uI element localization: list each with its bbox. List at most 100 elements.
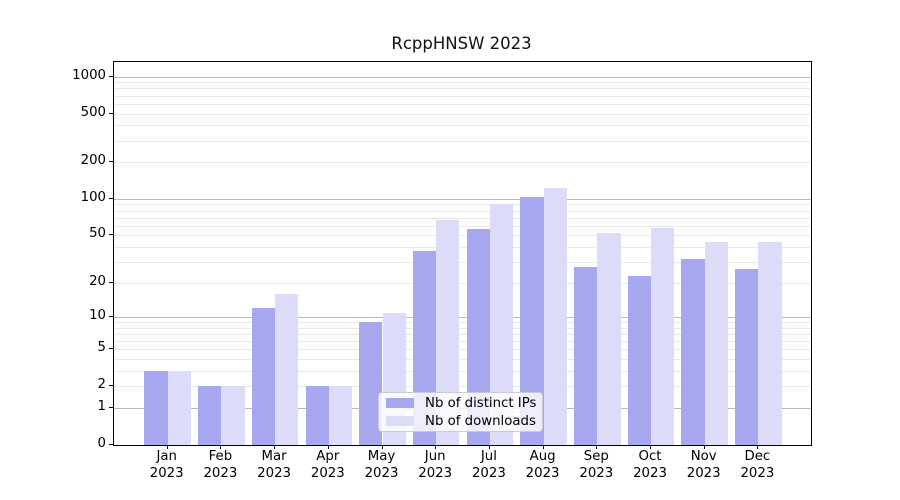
y-tick-mark [109, 234, 113, 236]
gridline-minor [114, 371, 811, 373]
x-tick-year: 2023 [310, 465, 345, 481]
legend-label-downloads: Nb of downloads [425, 413, 536, 429]
bar-nov-ips [681, 258, 705, 445]
bar-mar-downloads [275, 293, 299, 445]
chart-title: RcppHNSW 2023 [391, 34, 532, 53]
gridline-minor [114, 82, 811, 84]
gridline-minor [114, 217, 811, 219]
gridline-minor [114, 103, 811, 105]
gridline-minor [114, 125, 811, 127]
legend-label-distinct-ips: Nb of distinct IPs [425, 395, 537, 411]
x-tick-year: 2023 [686, 465, 721, 481]
x-tick-mark [274, 445, 276, 449]
x-tick-label: Feb 2023 [188, 449, 252, 482]
y-tick-label: 50 [89, 226, 106, 242]
bar-jul-ips [466, 228, 490, 445]
bar-feb-ips [198, 386, 222, 445]
x-tick-year: 2023 [149, 465, 184, 481]
bar-jun-downloads [436, 220, 460, 445]
y-tick-mark [109, 112, 113, 114]
bar-dec-downloads [758, 242, 782, 445]
x-tick-mark [650, 445, 651, 449]
x-tick-mark [166, 445, 168, 449]
y-tick-label: 0 [97, 436, 106, 451]
bar-oct-downloads [651, 227, 675, 445]
x-tick-label: Jun 2023 [403, 449, 467, 482]
x-tick-label: Apr 2023 [296, 449, 360, 482]
bar-may-ips [359, 322, 383, 445]
x-tick-label: Aug 2023 [511, 449, 575, 482]
y-tick-label: 1000 [72, 67, 106, 83]
x-tick-mark [488, 445, 490, 449]
gridline-minor [114, 140, 811, 142]
y-tick-mark [109, 444, 113, 445]
x-tick-label: Nov 2023 [672, 449, 736, 482]
y-tick-mark [109, 161, 113, 163]
gridline-minor [114, 341, 811, 343]
x-tick-mark [703, 445, 705, 449]
gridline-major [114, 198, 811, 200]
bar-apr-ips [305, 386, 329, 445]
legend-swatch-distinct-ips [386, 398, 414, 408]
bar-jan-downloads [167, 371, 191, 445]
gridline-minor [114, 162, 811, 164]
bar-dec-ips [735, 269, 759, 445]
legend-item-downloads: Nb of downloads [386, 413, 536, 429]
x-tick-year: 2023 [364, 465, 399, 481]
x-tick-year: 2023 [257, 465, 292, 481]
x-tick-year: 2023 [740, 465, 775, 481]
x-tick-mark [542, 445, 544, 449]
x-tick-year: 2023 [579, 465, 614, 481]
y-tick-mark [109, 316, 113, 318]
legend: Nb of distinct IPs Nb of downloads [378, 392, 543, 432]
bar-nov-downloads [704, 242, 728, 445]
y-tick-mark [109, 197, 113, 199]
gridline-minor [114, 95, 811, 97]
x-tick-mark [757, 445, 759, 449]
x-tick-year: 2023 [633, 465, 667, 481]
x-tick-year: 2023 [525, 465, 560, 481]
x-tick-label: Mar 2023 [242, 449, 306, 482]
gridline-minor [114, 247, 811, 248]
y-tick-label: 2 [97, 377, 106, 393]
plot-area [113, 61, 812, 446]
gridline-major [114, 317, 811, 319]
bar-oct-ips [627, 275, 651, 445]
gridline-minor [114, 349, 811, 351]
bar-feb-downloads [221, 386, 245, 445]
x-tick-mark [220, 445, 222, 449]
gridline-minor [114, 113, 811, 115]
x-tick-year: 2023 [418, 465, 453, 481]
x-tick-label: Oct 2023 [618, 449, 682, 482]
y-tick-label: 20 [89, 273, 106, 289]
y-tick-label: 200 [80, 153, 106, 169]
y-tick-mark [109, 348, 113, 350]
bar-apr-downloads [328, 386, 353, 445]
gridline-major [114, 76, 811, 78]
bar-mar-ips [251, 308, 276, 445]
bar-sep-ips [574, 267, 598, 445]
bar-aug-ips [520, 197, 544, 445]
legend-swatch-downloads [386, 416, 414, 426]
legend-item-distinct-ips: Nb of distinct IPs [386, 395, 537, 411]
y-tick-mark [109, 281, 113, 283]
gridline-minor [114, 88, 811, 90]
gridline-minor [114, 322, 811, 324]
gridline-minor [114, 204, 811, 206]
x-tick-mark [435, 445, 437, 449]
gridline-minor [114, 359, 811, 361]
gridline-minor [114, 235, 811, 237]
bar-sep-downloads [597, 233, 621, 445]
x-tick-label: Sep 2023 [564, 449, 628, 482]
y-tick-label: 100 [80, 189, 106, 205]
gridline-minor [114, 334, 811, 336]
y-tick-label: 1 [97, 399, 106, 414]
x-tick-year: 2023 [471, 465, 506, 481]
y-tick-label: 5 [97, 340, 106, 356]
x-tick-label: May 2023 [350, 449, 414, 482]
y-tick-label: 500 [80, 104, 106, 120]
x-tick-mark [596, 445, 598, 449]
x-tick-label: Jul 2023 [457, 449, 521, 482]
x-tick-mark [327, 445, 329, 449]
